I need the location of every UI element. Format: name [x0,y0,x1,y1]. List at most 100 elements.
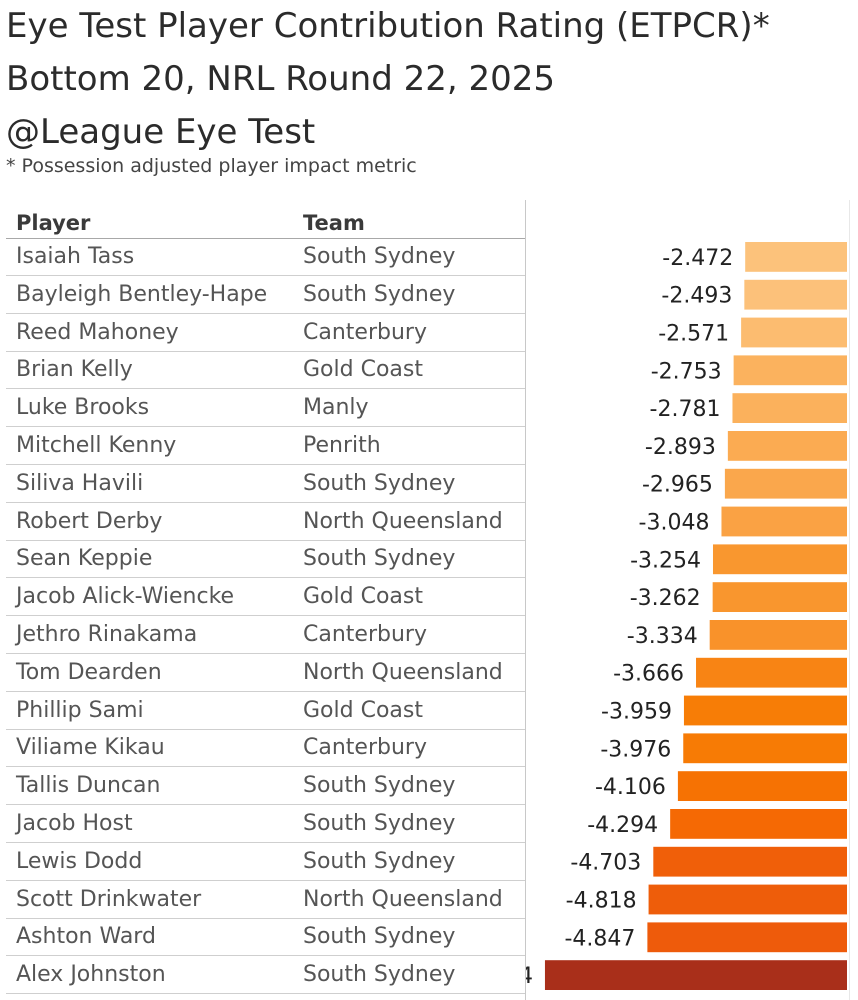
title-line-1: Eye Test Player Contribution Rating (ETP… [6,6,770,46]
player-name: Brian Kelly [16,357,133,383]
header-divider [6,238,525,239]
table-row: Mitchell Kenny Penrith [6,427,525,465]
table-row: Brian Kelly Gold Coast [6,351,525,390]
rating-bar[interactable] [670,809,847,839]
rating-value-label: -2.781 [650,397,721,422]
rating-value-label: -3.262 [630,586,701,611]
rating-value-label: -4.294 [587,813,658,838]
team-name: South Sydney [303,848,456,874]
team-name: Gold Coast [303,584,423,610]
rating-value-label: -3.666 [613,662,684,687]
team-name: Canterbury [303,319,427,345]
rating-value-label: -3.048 [639,511,710,536]
player-name: Robert Derby [16,508,163,534]
rating-value-label: -4.818 [566,889,637,914]
player-name: Reed Mahoney [16,319,179,345]
table-row: Siliva Havili South Sydney [6,465,525,503]
player-name: Scott Drinkwater [16,886,202,912]
title-line-3: @League Eye Test [6,112,316,152]
team-name: Canterbury [303,622,427,647]
team-name: South Sydney [303,470,456,496]
player-name: Jethro Rinakama [16,622,198,647]
rating-bar[interactable] [712,544,847,575]
table-row: Jacob Host South Sydney [6,805,525,843]
table-divider [525,200,526,1000]
rating-bar[interactable] [721,506,847,537]
table-row: Scott Drinkwater North Queensland [6,881,525,919]
rating-bar[interactable] [544,960,847,990]
rating-bar[interactable] [647,922,847,953]
chart-title: Eye Test Player Contribution Rating (ETP… [6,0,770,159]
rating-value-label: -4.106 [595,775,666,800]
rating-value-label: -4.703 [570,851,641,876]
player-name: Sean Keppie [16,546,153,572]
team-name: Canterbury [303,735,427,761]
team-name: Gold Coast [303,697,423,723]
team-name: Penrith [303,433,381,458]
rating-bar[interactable] [653,846,847,877]
player-name: Tallis Duncan [16,773,161,799]
rating-value-label: -2.571 [658,322,729,347]
rating-bar[interactable] [741,317,847,348]
team-name: South Sydney [303,281,456,307]
chart-right-edge [849,200,850,1000]
team-name: South Sydney [303,244,456,269]
player-name: Isaiah Tass [16,244,135,269]
team-name: Gold Coast [303,357,423,383]
rating-value-label: -2.753 [651,359,722,384]
player-name: Lewis Dodd [16,848,143,874]
table-row: Robert Derby North Queensland [6,503,525,541]
team-name: South Sydney [303,962,456,988]
title-line-2: Bottom 20, NRL Round 22, 2025 [6,59,555,99]
player-name: Tom Dearden [16,659,162,685]
chart-subtitle: * Possession adjusted player impact metr… [6,155,417,177]
rating-bar-chart: -2.472 -2.493 -2.571 -2.753 -2.781 -2.893 -2.9… [526,242,847,990]
table-row: Phillip Sami Gold Coast [6,692,525,730]
table-row: Jethro Rinakama Canterbury [6,616,525,654]
rating-bar[interactable] [744,279,847,310]
table-row: Tom Dearden North Queensland [6,654,525,692]
table-row: Bayleigh Bentley-Hape South Sydney [6,276,525,314]
table-row: Lewis Dodd South Sydney [6,843,525,881]
rating-bar[interactable] [677,771,847,801]
table-row: Sean Keppie South Sydney [6,540,525,579]
rating-value-label: -3.959 [601,700,672,725]
rating-bar[interactable] [696,657,847,688]
rating-value-label: -2.472 [662,246,733,271]
rating-bar[interactable] [724,468,847,499]
rating-bar[interactable] [683,695,847,726]
rating-value-label: -3.976 [600,737,671,762]
rating-bar[interactable] [733,355,847,386]
ratings-table: Player Team Isaiah Tass South Sydney Bayle… [6,200,852,1000]
player-name: Siliva Havili [16,470,144,496]
rating-bar[interactable] [727,431,847,461]
team-column-header[interactable]: Team [303,211,365,235]
table-row: Isaiah Tass South Sydney [6,238,525,276]
rating-value-label: -3.254 [630,548,701,573]
player-name: Alex Johnston [16,962,166,988]
rating-bar[interactable] [745,242,847,272]
player-name: Mitchell Kenny [16,433,177,458]
rating-bar[interactable] [732,393,847,423]
rating-bar[interactable] [648,884,847,915]
table-row: Jacob Alick-Wiencke Gold Coast [6,578,525,617]
player-name: Viliame Kikau [16,735,165,761]
table-row: Luke Brooks Manly [6,389,525,428]
table-row: Alex Johnston South Sydney [6,956,525,995]
table-row: Viliame Kikau Canterbury [6,729,525,768]
table-row: Reed Mahoney Canterbury [6,314,525,352]
team-name: North Queensland [303,659,503,685]
team-name: North Queensland [303,508,503,534]
player-name: Bayleigh Bentley-Hape [16,281,268,307]
player-column-header[interactable]: Player [16,211,91,235]
team-name: South Sydney [303,546,456,572]
team-name: South Sydney [303,811,456,836]
rating-bar[interactable] [683,733,847,764]
team-name: South Sydney [303,924,456,950]
rating-value-label: -2.965 [642,473,713,498]
rating-bar[interactable] [709,620,847,650]
table-row: Ashton Ward South Sydney [6,918,525,957]
player-name: Jacob Alick-Wiencke [16,584,235,610]
team-name: Manly [303,395,369,421]
rating-bar[interactable] [712,582,847,612]
